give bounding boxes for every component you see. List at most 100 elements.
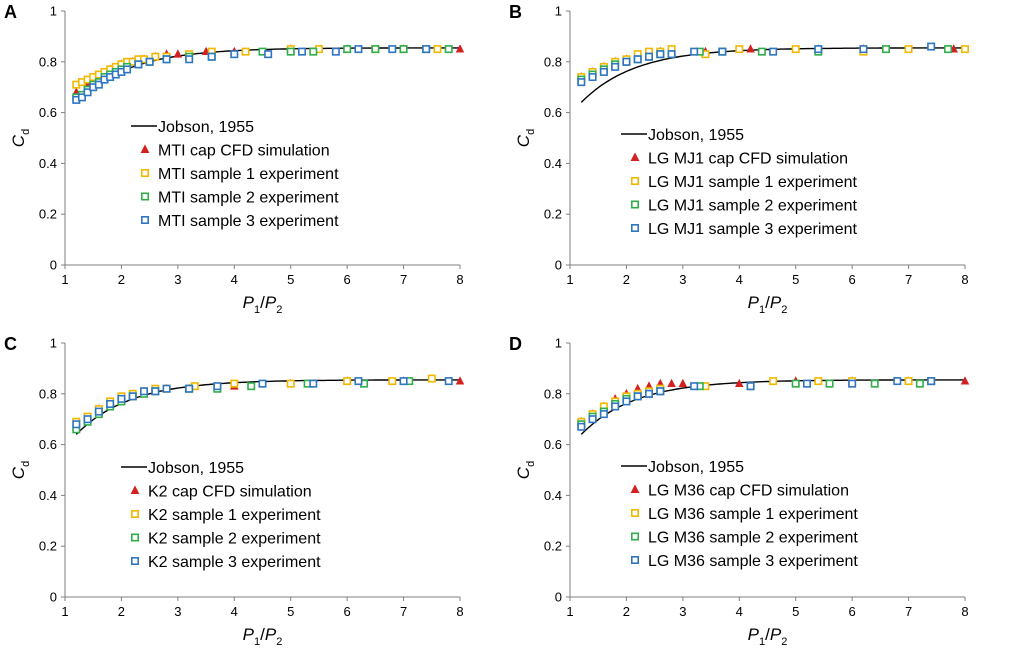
data-point-square [331,47,340,56]
y-tick-label: 0.2 [544,207,562,222]
x-axis-title-p1: P [748,293,760,312]
data-point-square [577,422,586,431]
y-tick-label: 0.4 [39,488,57,503]
x-axis-title-p1: P [243,293,255,312]
x-tick-label: 2 [623,604,630,619]
x-tick-label: 5 [287,604,294,619]
y-tick-label: 1 [555,336,562,351]
data-point-triangle [173,49,183,58]
x-axis-title-slash: / [260,625,265,644]
legend-label: K2 cap CFD simulation [148,484,312,501]
y-tick-label: 0.8 [39,386,57,401]
legend: Jobson, 1955 LG M36 cap CFD simulation LG … [621,459,858,570]
x-tick-label: 1 [61,272,68,287]
x-axis-title-p2: P [770,293,782,312]
x-tick-label: 7 [400,272,407,287]
data-point-square [140,387,149,396]
legend-marker-triangle [630,484,640,493]
data-point-square [354,45,363,54]
data-point-square [77,93,86,102]
x-tick-label: 3 [679,272,686,287]
legend-marker-square [131,510,140,519]
data-point-square [433,45,442,54]
x-axis-title-sub1: 1 [759,304,765,316]
y-tick-label: 0.4 [544,156,562,171]
legend-marker-square [631,509,640,518]
data-point-square [960,45,969,54]
data-point-square [588,73,597,82]
legend-marker-triangle [140,144,150,153]
series-sample-3 [72,377,453,429]
data-point-square [185,55,194,64]
data-point-square [633,55,642,64]
data-point-square [927,42,936,51]
data-point-square [388,377,397,386]
legend-label: LG MJ1 cap CFD simulation [648,151,848,168]
x-tick-label: 4 [736,604,743,619]
data-point-square [162,55,171,64]
data-point-square [622,57,631,66]
data-point-square [791,45,800,54]
legend-label: Jobson, 1955 [148,460,244,477]
y-tick-label: 0.2 [39,207,57,222]
x-tick-label: 2 [623,272,630,287]
x-tick-label: 7 [905,272,912,287]
data-point-square [427,374,436,383]
y-axis-title-main: C [9,134,28,147]
data-point-square [399,45,408,54]
data-point-square [94,80,103,89]
y-axis-title-sub: d [525,461,537,467]
legend-label: LG MJ1 sample 2 experiment [648,198,858,215]
data-point-square [690,382,699,391]
legend-marker-square [131,557,140,566]
data-point-square [893,377,902,386]
legend-label: LG M36 sample 2 experiment [648,530,858,547]
series-sample-3 [72,45,431,104]
series-sample-2 [577,377,936,429]
data-point-square [309,379,318,388]
x-tick-label: 8 [456,272,463,287]
y-tick-label: 0 [50,590,57,605]
data-point-triangle [678,378,688,388]
x-axis-title-sub2: 2 [276,304,282,316]
x-tick-label: 1 [566,272,573,287]
legend-label: LG MJ1 sample 3 experiment [648,221,858,238]
data-point-triangle [735,378,744,388]
x-axis-title-p2: P [265,293,277,312]
y-tick-label: 0.2 [39,539,57,554]
x-axis-title-sub2: 2 [276,636,282,648]
y-axis-title: Cd [9,129,32,147]
legend-marker-triangle [630,152,640,161]
x-axis-title: P1/P2 [243,293,283,316]
x-tick-label: 7 [905,604,912,619]
data-point-square [915,379,924,388]
legend-marker-square [631,532,640,541]
x-tick-label: 6 [344,272,351,287]
y-axis-title-main: C [514,134,533,147]
legend-marker-square [141,169,150,178]
data-point-square [944,45,953,54]
x-axis-title-p1: P [243,625,255,644]
legend: Jobson, 1955 K2 cap CFD simulation K2 samp… [121,460,321,571]
data-point-square [757,47,766,56]
data-point-square [645,389,654,398]
y-tick-label: 0.8 [544,54,562,69]
data-point-square [94,407,103,416]
x-tick-label: 7 [400,604,407,619]
data-point-square [927,377,936,386]
y-axis-title-sub: d [525,129,537,135]
data-point-triangle [746,44,755,53]
x-axis-title-sub1: 1 [759,636,765,648]
data-point-square [611,62,620,71]
data-point-square [577,78,586,87]
data-point-square [904,377,913,386]
x-axis-title-sub1: 1 [254,304,260,316]
data-point-square [814,377,823,386]
x-axis-title-slash: / [765,625,770,644]
legend-marker-square [631,177,640,186]
y-tick-label: 0.8 [544,386,562,401]
panel-letter: C [4,334,17,354]
data-point-square [264,50,273,59]
x-tick-label: 8 [456,604,463,619]
